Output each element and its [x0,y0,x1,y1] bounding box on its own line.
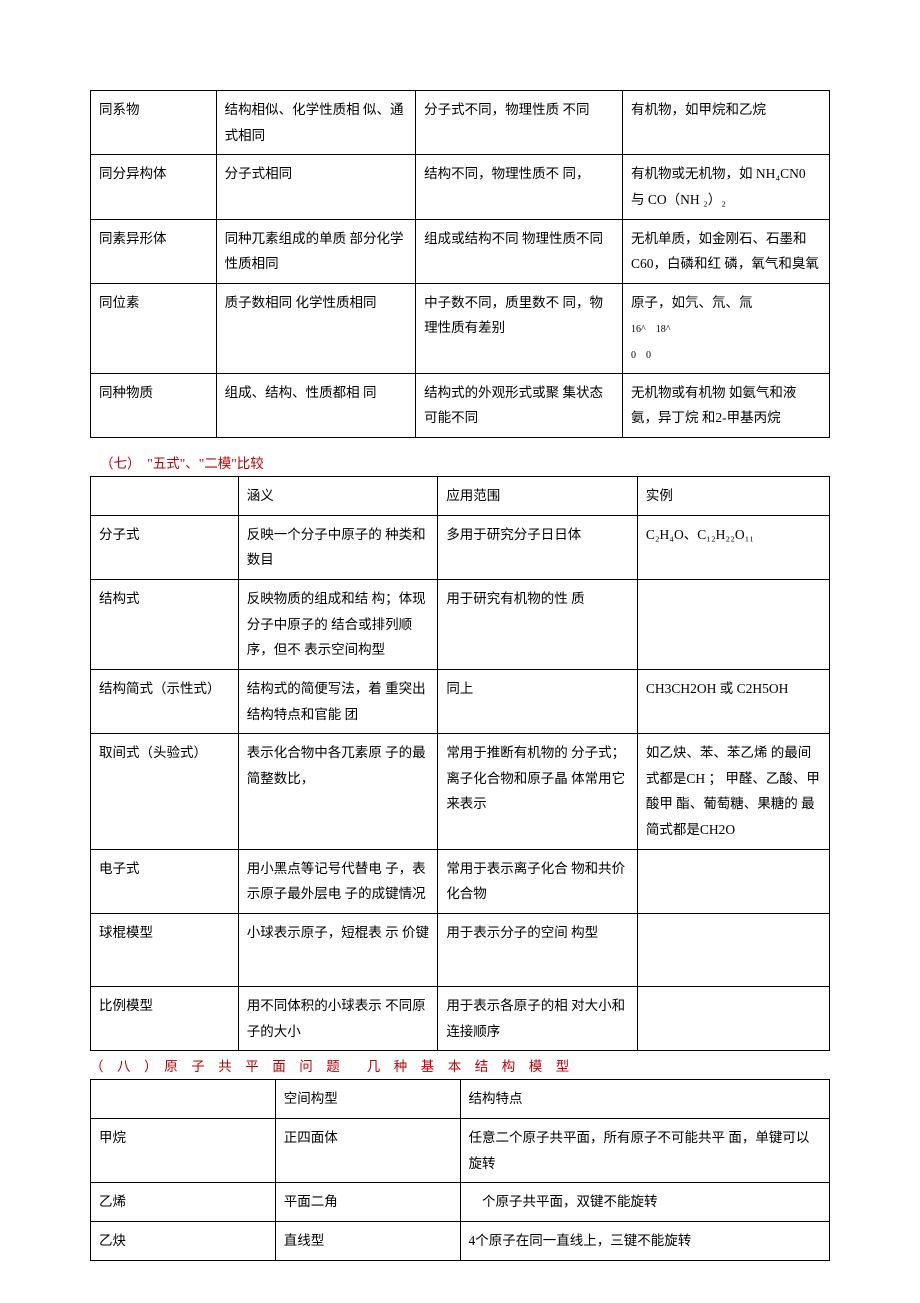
cell: 结构不同，物理性质不 同， [416,155,623,219]
table-row: 同分异构体 分子式相同 结构不同，物理性质不 同， 有机物或无机物，如 NH₄C… [91,155,830,219]
cell: 结构式的外观形式或聚 集状态可能不同 [416,373,623,437]
cell: 同种兀素组成的单质 部分化学性质相同 [216,219,416,283]
cell: 如乙炔、苯、苯乙烯 的最间式都是CH ； 甲醛、乙酸、甲酸甲 酯、葡萄糖、果糖的… [637,734,829,850]
cell: 组成或结构不同 物理性质不同 [416,219,623,283]
cell: 分子式相同 [216,155,416,219]
cell [637,914,829,987]
cell: 无机物或有机物 如氨气和液氨，异丁烷 和2-甲基丙烷 [623,373,830,437]
cell: 有机物，如甲烷和乙烷 [623,91,830,155]
cell: 用不同体积的小球表示 不同原子的大小 [238,987,438,1051]
section-title-8: （ 八 ） 原 子 共 平 面 问 题 几 种 基 本 结 构 模 型 [90,1051,830,1079]
isotope-notation: 16^ 18^ [631,324,670,335]
cell [637,987,829,1051]
header-cell [91,477,239,516]
table-header-row: 涵义 应用范围 实例 [91,477,830,516]
cell: 用于研究有机物的性 质 [438,579,638,669]
table-row: 乙烯 平面二角 个原子共平面，双键不能旋转 [91,1183,830,1222]
table-row: 乙炔 直线型 4个原子在同一直线上，三键不能旋转 [91,1221,830,1260]
cell: 结构式 [91,579,239,669]
header-cell: 实例 [637,477,829,516]
cell: 表示化合物中各兀素原 子的最简整数比， [238,734,438,850]
cell: 多用于研究分子日日体 [438,515,638,579]
header-cell [91,1080,276,1119]
table-concepts: 同系物 结构相似、化学性质相 似、通式相同 分子式不同，物理性质 不同 有机物，… [90,90,830,438]
cell: 同素异形体 [91,219,217,283]
cell: 质子数相同 化学性质相同 [216,283,416,373]
table-row: 同位素 质子数相同 化学性质相同 中子数不同，质里数不 同，物理性质有差别 原子… [91,283,830,373]
cell: 同种物质 [91,373,217,437]
cell: 同位素 [91,283,217,373]
cell: 4个原子在同一直线上，三键不能旋转 [460,1221,830,1260]
isotope-notation: 0 0 [631,350,651,361]
table-row: 结构简式（示性式） 结构式的简便写法，着 重突出结构特点和官能 团 同上 CH3… [91,669,830,733]
cell-text: 原子，如氕、氘、氚 [631,295,753,310]
cell: 比例模型 [91,987,239,1051]
cell: 结构简式（示性式） [91,669,239,733]
cell: 结构相似、化学性质相 似、通式相同 [216,91,416,155]
section-title-7: （七） "五式"、"二模"比较 [90,438,830,476]
cell: 乙炔 [91,1221,276,1260]
table-row: 电子式 用小黑点等记号代替电 子，表示原子最外层电 子的成键情况 常用于表示离子… [91,849,830,913]
cell: 反映物质的组成和结 构；体现分子中原子的 结合或排列顺序，但不 表示空间构型 [238,579,438,669]
table-row: 分子式 反映一个分子中原子的 种类和数目 多用于研究分子日日体 C₂H₄O、C₁… [91,515,830,579]
table-geometry: 空间构型 结构特点 甲烷 正四面体 任意二个原子共平面，所有原子不可能共平 面，… [90,1079,830,1260]
cell: 球棍模型 [91,914,239,987]
table-row: 甲烷 正四面体 任意二个原子共平面，所有原子不可能共平 面，单键可以旋转 [91,1118,830,1182]
header-cell: 涵义 [238,477,438,516]
page-container: 同系物 结构相似、化学性质相 似、通式相同 分子式不同，物理性质 不同 有机物，… [0,0,920,1301]
cell: 同分异构体 [91,155,217,219]
cell: 常用于推断有机物的 分子式； 离子化合物和原子晶 体常用它来表示 [438,734,638,850]
cell: 电子式 [91,849,239,913]
cell: 用于表示分子的空间 构型 [438,914,638,987]
header-cell: 应用范围 [438,477,638,516]
header-cell: 结构特点 [460,1080,830,1119]
cell: 乙烯 [91,1183,276,1222]
cell: 用小黑点等记号代替电 子，表示原子最外层电 子的成键情况 [238,849,438,913]
cell: 分子式不同，物理性质 不同 [416,91,623,155]
table-row: 结构式 反映物质的组成和结 构；体现分子中原子的 结合或排列顺序，但不 表示空间… [91,579,830,669]
cell: 用于表示各原子的相 对大小和连接顺序 [438,987,638,1051]
cell: 取间式（头验式） [91,734,239,850]
cell: 任意二个原子共平面，所有原子不可能共平 面，单键可以旋转 [460,1118,830,1182]
cell: 原子，如氕、氘、氚 16^ 18^ 0 0 [623,283,830,373]
cell: 正四面体 [275,1118,460,1182]
cell: 甲烷 [91,1118,276,1182]
cell: 结构式的简便写法，着 重突出结构特点和官能 团 [238,669,438,733]
cell: 中子数不同，质里数不 同，物理性质有差别 [416,283,623,373]
cell: CH3CH2OH 或 C2H5OH [637,669,829,733]
cell: 同上 [438,669,638,733]
cell: 同系物 [91,91,217,155]
cell: 分子式 [91,515,239,579]
table-row: 比例模型 用不同体积的小球表示 不同原子的大小 用于表示各原子的相 对大小和连接… [91,987,830,1051]
cell: 直线型 [275,1221,460,1260]
table-formulas: 涵义 应用范围 实例 分子式 反映一个分子中原子的 种类和数目 多用于研究分子日… [90,476,830,1051]
table-header-row: 空间构型 结构特点 [91,1080,830,1119]
cell: 无机单质，如金刚石、石墨和C60，白磷和红 磷，氧气和臭氧 [623,219,830,283]
cell: 反映一个分子中原子的 种类和数目 [238,515,438,579]
table-row: 同种物质 组成、结构、性质都相 同 结构式的外观形式或聚 集状态可能不同 无机物… [91,373,830,437]
cell: 有机物或无机物，如 NH₄CN0 与 CO（NH ₂）₂ [623,155,830,219]
cell: C₂H₄O、C₁₂H₂₂O₁₁ [637,515,829,579]
cell [637,579,829,669]
cell [637,849,829,913]
table-row: 取间式（头验式） 表示化合物中各兀素原 子的最简整数比， 常用于推断有机物的 分… [91,734,830,850]
cell: 组成、结构、性质都相 同 [216,373,416,437]
header-cell: 空间构型 [275,1080,460,1119]
cell: 个原子共平面，双键不能旋转 [460,1183,830,1222]
table-row: 球棍模型 小球表示原子，短棍表 示 价键 用于表示分子的空间 构型 [91,914,830,987]
cell: 平面二角 [275,1183,460,1222]
table-row: 同素异形体 同种兀素组成的单质 部分化学性质相同 组成或结构不同 物理性质不同 … [91,219,830,283]
cell: 小球表示原子，短棍表 示 价键 [238,914,438,987]
table-row: 同系物 结构相似、化学性质相 似、通式相同 分子式不同，物理性质 不同 有机物，… [91,91,830,155]
cell: 常用于表示离子化合 物和共价化合物 [438,849,638,913]
